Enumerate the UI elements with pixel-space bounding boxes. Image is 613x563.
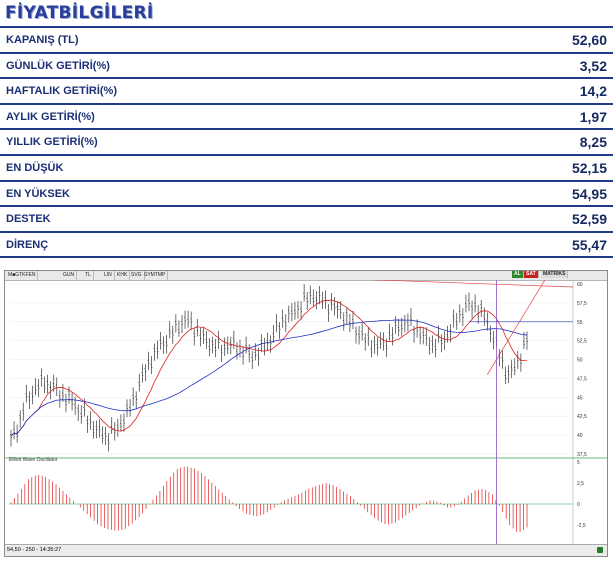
sat-button[interactable]: SAT	[524, 271, 539, 278]
period-selector[interactable]: GUN	[61, 271, 78, 280]
chart-toolbar: M■GTKFEN GUN TL LIN KHK SVG SYMTMP AL SA…	[5, 271, 607, 281]
table-row: DİRENÇ 55,47	[0, 233, 613, 259]
chart-status-bar: 54,50 - 250 - 14:35:27	[5, 544, 607, 556]
row-value: 3,52	[579, 57, 607, 74]
y-tick-label: 52,5	[577, 339, 587, 345]
row-value: 52,60	[571, 32, 607, 48]
row-label: HAFTALIK GETİRİ(%)	[6, 85, 118, 98]
svg-toggle[interactable]: SVG	[129, 271, 145, 280]
al-button[interactable]: AL	[512, 271, 524, 278]
slow-moving-average	[10, 319, 528, 437]
symtmp-toggle[interactable]: SYMTMP	[142, 271, 169, 280]
row-value: 14,2	[579, 83, 607, 100]
row-value: 52,15	[571, 159, 607, 176]
price-info-table: KAPANIŞ (TL) 52,60 GÜNLÜK GETİRİ(%) 3,52 H…	[0, 28, 613, 259]
table-row: GÜNLÜK GETİRİ(%) 3,52	[0, 54, 613, 80]
chart-canvas: 6057,55552,55047,54542,54037,552,50-2,5-…	[5, 280, 607, 555]
y-tick-label: 50	[577, 358, 583, 364]
resistance-trendline	[369, 280, 574, 288]
table-row: EN DÜŞÜK 52,15	[0, 156, 613, 182]
table-row: YILLIK GETİRİ(%) 8,25	[0, 130, 613, 156]
row-label: GÜNLÜK GETİRİ(%)	[6, 59, 110, 72]
y-tick-label: 42,5	[577, 414, 587, 420]
currency-selector[interactable]: TL	[83, 271, 94, 280]
osc-y-tick-label: 5	[577, 460, 580, 466]
y-tick-label: 55	[577, 320, 583, 326]
table-row: EN YÜKSEK 54,95	[0, 182, 613, 208]
y-tick-label: 37,5	[577, 452, 587, 458]
breakout-trendline	[487, 280, 546, 375]
row-label: EN DÜŞÜK	[6, 161, 64, 174]
oscillator-label: Elliott Wave Oscillator	[9, 457, 58, 463]
table-row: HAFTALIK GETİRİ(%) 14,2	[0, 79, 613, 105]
y-tick-label: 40	[577, 433, 583, 439]
row-label: DİRENÇ	[6, 238, 49, 251]
osc-y-tick-label: 0	[577, 502, 580, 508]
page-title: FİYATBİLGİLERİ	[5, 3, 154, 23]
table-row: DESTEK 52,59	[0, 207, 613, 233]
row-value: 55,47	[571, 236, 607, 253]
row-label: KAPANIŞ (TL)	[6, 34, 79, 46]
y-tick-label: 47,5	[577, 376, 587, 382]
table-row: AYLIK GETİRİ(%) 1,97	[0, 105, 613, 131]
matriks-label: MATRİKS	[541, 271, 569, 278]
price-chart[interactable]: M■GTKFEN GUN TL LIN KHK SVG SYMTMP AL SA…	[4, 270, 608, 557]
y-tick-label: 45	[577, 395, 583, 401]
fast-moving-average	[10, 299, 528, 437]
row-label: YILLIK GETİRİ(%)	[6, 136, 98, 149]
khk-toggle[interactable]: KHK	[115, 271, 131, 280]
osc-y-tick-label: -2,5	[577, 523, 586, 529]
lin-toggle[interactable]: LIN	[102, 271, 115, 280]
row-label: AYLIK GETİRİ(%)	[6, 110, 95, 123]
row-label: DESTEK	[6, 213, 51, 226]
status-indicator-icon	[597, 547, 603, 553]
symbol-selector[interactable]: M■GTKFEN	[6, 271, 39, 280]
row-label: EN YÜKSEK	[6, 187, 70, 200]
osc-y-tick-label: 2,5	[577, 481, 584, 487]
y-tick-label: 57,5	[577, 301, 587, 307]
row-value: 1,97	[579, 108, 607, 125]
title-divider	[0, 26, 613, 28]
table-row: KAPANIŞ (TL) 52,60	[0, 28, 613, 54]
row-value: 52,59	[571, 211, 607, 228]
status-text: 54,50 - 250 - 14:35:27	[7, 547, 62, 553]
y-tick-label: 60	[577, 282, 583, 288]
row-value: 8,25	[579, 134, 607, 151]
row-value: 54,95	[571, 185, 607, 202]
